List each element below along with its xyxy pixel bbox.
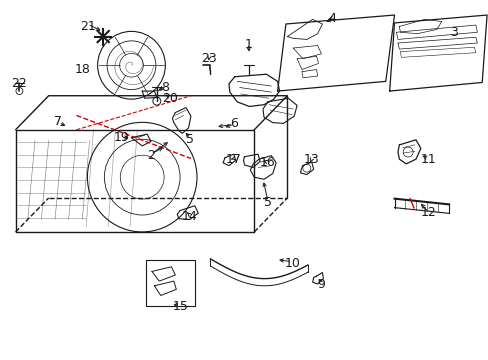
- Text: 18: 18: [75, 63, 91, 76]
- Text: 22: 22: [12, 77, 27, 90]
- Text: 20: 20: [162, 92, 178, 105]
- Text: 13: 13: [303, 153, 319, 166]
- Text: 12: 12: [420, 207, 436, 220]
- Text: 4: 4: [327, 12, 335, 25]
- Text: 10: 10: [284, 257, 300, 270]
- Bar: [146, 260, 194, 306]
- Text: 7: 7: [54, 116, 62, 129]
- Text: 11: 11: [420, 153, 436, 166]
- Text: 8: 8: [161, 81, 169, 94]
- Text: 5: 5: [185, 133, 194, 146]
- Text: 9: 9: [317, 278, 325, 291]
- Text: 1: 1: [244, 38, 252, 51]
- Text: 17: 17: [225, 153, 241, 166]
- Text: 21: 21: [80, 20, 95, 33]
- Text: 6: 6: [229, 117, 237, 130]
- Text: 5: 5: [264, 196, 271, 209]
- Text: 15: 15: [172, 300, 188, 313]
- Text: 23: 23: [201, 52, 217, 65]
- Text: 16: 16: [260, 156, 275, 169]
- Text: 19: 19: [114, 131, 129, 144]
- Text: 14: 14: [182, 210, 198, 223]
- Text: 3: 3: [449, 27, 457, 40]
- Text: 2: 2: [147, 149, 155, 162]
